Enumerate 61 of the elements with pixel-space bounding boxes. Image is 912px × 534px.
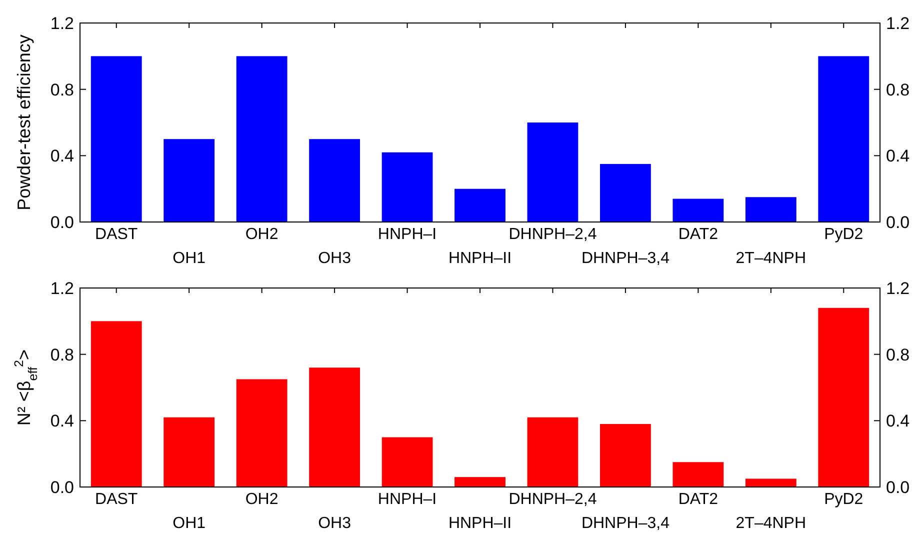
- bar: [382, 152, 433, 222]
- x-tick-label: HNPH–II: [448, 250, 512, 267]
- bar: [527, 122, 578, 222]
- x-tick-label: DAT2: [678, 491, 718, 508]
- bar: [454, 188, 506, 222]
- bar: [164, 417, 215, 487]
- x-tick-label: PyD2: [824, 491, 864, 508]
- y2-tick-label: 0.8: [886, 345, 910, 364]
- x-tick-label: DAST: [95, 491, 138, 508]
- bar: [309, 139, 360, 222]
- x-tick-label: HNPH–II: [448, 515, 512, 532]
- y2-tick-label: 0.4: [886, 412, 910, 431]
- x-tick-label: OH1: [172, 515, 206, 532]
- x-tick-label: DAST: [95, 226, 138, 243]
- x-tick-label: 2T–4NPH: [736, 250, 806, 267]
- bar: [672, 198, 724, 222]
- x-tick-label: OH1: [172, 250, 206, 267]
- y-tick-label: 0.0: [50, 478, 74, 497]
- x-tick-label: 2T–4NPH: [736, 515, 806, 532]
- x-tick-label: OH2: [245, 226, 278, 243]
- y-tick-label: 0.0: [50, 212, 74, 232]
- x-tick-label: OH3: [318, 515, 352, 532]
- x-tick-label: PyD2: [824, 226, 864, 243]
- x-tick-label: DHNPH–3,4: [581, 250, 670, 267]
- y2-tick-label: 0.0: [886, 478, 910, 497]
- bar: [382, 437, 433, 487]
- y-tick-label: 0.8: [50, 345, 74, 364]
- bar: [527, 417, 578, 487]
- bar: [236, 56, 288, 222]
- bar: [600, 164, 651, 222]
- bar: [164, 139, 215, 222]
- y-tick-label: 1.2: [50, 278, 74, 298]
- y-tick-label: 0.4: [50, 412, 74, 431]
- bar: [818, 56, 870, 222]
- bar: [818, 308, 870, 487]
- y2-tick-label: 0.4: [886, 146, 910, 166]
- x-tick-label: OH3: [318, 250, 352, 267]
- bar: [454, 477, 506, 487]
- bar: [309, 368, 360, 487]
- x-tick-label: HNPH–I: [378, 226, 437, 243]
- y-axis-title: Powder-test efficiency: [14, 34, 34, 210]
- bar: [90, 56, 142, 222]
- bar: [672, 462, 724, 487]
- bar: [90, 321, 142, 487]
- bar: [600, 424, 651, 487]
- x-tick-label: OH2: [245, 491, 278, 508]
- y-tick-label: 0.8: [50, 80, 74, 100]
- y-tick-label: 1.2: [50, 14, 74, 33]
- x-tick-label: DHNPH–2,4: [508, 226, 597, 243]
- bar: [236, 379, 288, 487]
- x-tick-label: DHNPH–3,4: [581, 515, 670, 532]
- y2-tick-label: 0.8: [886, 80, 910, 100]
- y2-tick-label: 0.0: [886, 212, 910, 232]
- bar: [745, 478, 796, 487]
- bar: [745, 197, 796, 222]
- x-tick-label: DAT2: [678, 226, 718, 243]
- y2-tick-label: 1.2: [886, 278, 910, 298]
- y2-tick-label: 1.2: [886, 14, 910, 33]
- x-tick-label: HNPH–I: [378, 491, 437, 508]
- y-tick-label: 0.4: [50, 146, 74, 166]
- x-tick-label: DHNPH–2,4: [508, 491, 597, 508]
